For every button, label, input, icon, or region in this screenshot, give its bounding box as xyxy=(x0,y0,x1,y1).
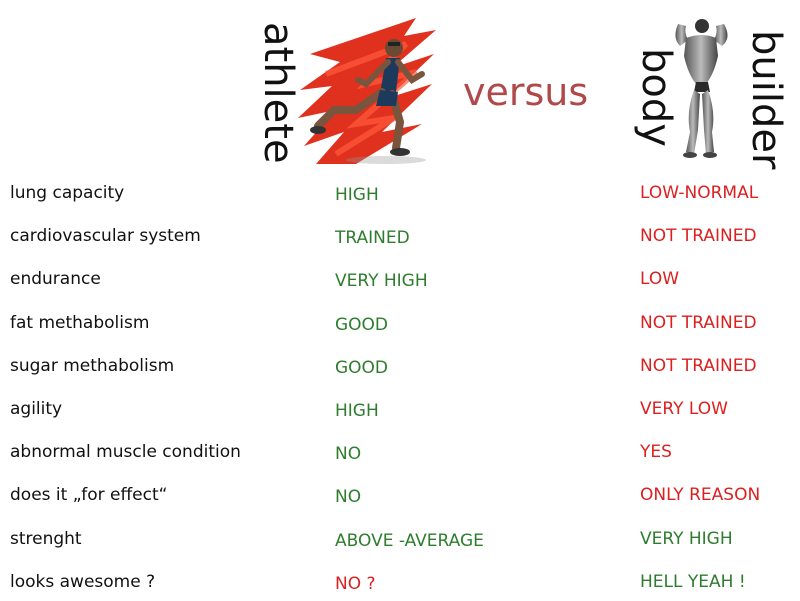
athlete-value: NO xyxy=(335,444,362,464)
versus-label: versus xyxy=(463,70,589,114)
bodybuilder-value: NOT TRAINED xyxy=(640,313,757,333)
row-label: abnormal muscle condition xyxy=(10,442,241,462)
bodybuilder-value: ONLY REASON xyxy=(640,485,761,505)
row-label: endurance xyxy=(10,269,101,289)
bodybuilder-image xyxy=(675,19,728,158)
athlete-value: VERY HIGH xyxy=(335,271,428,291)
row-label: fat methabolism xyxy=(10,313,150,333)
bodybuilder-value: NOT TRAINED xyxy=(640,356,757,376)
row-label: lung capacity xyxy=(10,183,125,203)
athlete-value: HIGH xyxy=(335,401,379,421)
athlete-value: TRAINED xyxy=(335,228,410,248)
table-row: lung capacity HIGH LOW-NORMAL xyxy=(0,182,800,212)
row-label: strenght xyxy=(10,529,82,549)
builder-heading: builder xyxy=(743,30,789,170)
row-label: sugar methabolism xyxy=(10,356,175,376)
body-heading: body xyxy=(633,48,679,147)
bodybuilder-value: VERY HIGH xyxy=(640,529,733,549)
table-row: sugar methabolism GOOD NOT TRAINED xyxy=(0,355,800,385)
athlete-value: HIGH xyxy=(335,185,379,205)
table-row: does it „for effect“ NO ONLY REASON xyxy=(0,484,800,514)
table-row: fat methabolism GOOD NOT TRAINED xyxy=(0,312,800,342)
bodybuilder-value: LOW xyxy=(640,269,680,289)
athlete-value: GOOD xyxy=(335,315,389,335)
table-row: cardiovascular system TRAINED NOT TRAINE… xyxy=(0,225,800,255)
row-label: does it „for effect“ xyxy=(10,485,168,505)
athlete-heading: athlete xyxy=(255,22,301,164)
table-row: abnormal muscle condition NO YES xyxy=(0,441,800,471)
bodybuilder-value: LOW-NORMAL xyxy=(640,183,759,203)
row-label: agility xyxy=(10,399,63,419)
bodybuilder-value: YES xyxy=(640,442,672,462)
athlete-value: GOOD xyxy=(335,358,389,378)
bodybuilder-value: NOT TRAINED xyxy=(640,226,757,246)
running-athlete-image xyxy=(298,18,436,164)
table-row: agility HIGH VERY LOW xyxy=(0,398,800,428)
row-label: looks awesome ? xyxy=(10,572,156,592)
athlete-value: NO xyxy=(335,487,362,507)
athlete-value: NO ? xyxy=(335,574,376,594)
table-row: strenght ABOVE -AVERAGE VERY HIGH xyxy=(0,528,800,558)
bodybuilder-value: VERY LOW xyxy=(640,399,728,419)
table-row: looks awesome ? NO ? HELL YEAH ! xyxy=(0,571,800,601)
table-row: endurance VERY HIGH LOW xyxy=(0,268,800,298)
athlete-value: ABOVE -AVERAGE xyxy=(335,531,484,551)
row-label: cardiovascular system xyxy=(10,226,201,246)
bodybuilder-value: HELL YEAH ! xyxy=(640,572,746,592)
